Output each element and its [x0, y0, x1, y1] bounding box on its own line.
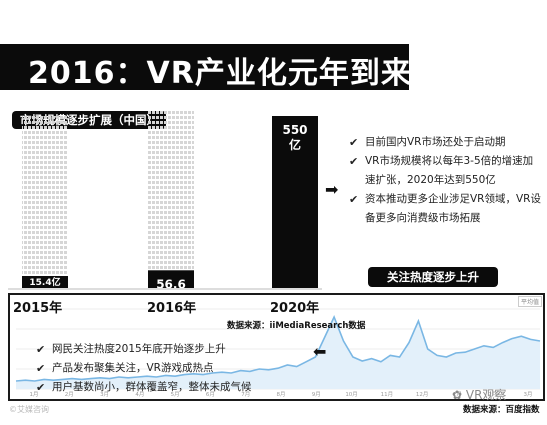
- bar-2020年: [272, 116, 318, 288]
- x-tick-label: 12月: [416, 391, 429, 398]
- heat-label: 关注热度逐步上升: [368, 267, 498, 287]
- bar-value-label: 亿: [289, 137, 301, 152]
- page-title: 2016：VR产业化元年到来: [28, 56, 412, 91]
- x-tick-label: 1月: [30, 391, 39, 398]
- list-item: ✔ 目前国内VR市场还处于启动期: [347, 133, 543, 152]
- baidu-index-panel: 1月 2月 3月 4月 5月 6月 7月 8月 9月 10月 11月 12月 1月 2月 3月: [8, 293, 545, 401]
- list-item: ✔ 用户基数尚小，群体覆盖窄，整体未成气候: [34, 378, 252, 397]
- market-bullets: ✔ 目前国内VR市场还处于启动期 ✔ VR市场规模将以每年3-5倍的增速加速扩张，2…: [347, 133, 543, 228]
- bar-2016年: [148, 270, 194, 288]
- average-legend: 平均值: [518, 296, 543, 307]
- check-icon: ✔: [349, 136, 359, 149]
- year-label-2016: 2016年: [147, 301, 197, 316]
- check-icon: ✔: [36, 343, 46, 356]
- check-icon: ✔: [349, 155, 359, 168]
- x-tick-label: 2月: [65, 391, 74, 398]
- watermark-right: ✿ VR观察: [452, 388, 507, 402]
- x-tick-label: 10月: [345, 391, 358, 398]
- list-item: ✔ 产品发布聚集关注，VR游戏成热点: [34, 359, 252, 378]
- x-tick-label: 3月: [524, 391, 533, 398]
- check-icon: ✔: [349, 193, 359, 206]
- list-item: ✔ 网民关注热度2015年底开始逐步上升: [34, 340, 252, 359]
- list-item: ✔ 资本推动更多企业涉足VR领域，VR设备更多向消费级市场拓展: [347, 190, 543, 228]
- x-tick-label: 8月: [277, 391, 286, 398]
- list-item: ✔ VR市场规模将以每年3-5倍的增速加速扩张，2020年达到550亿: [347, 152, 543, 190]
- x-tick-label: 3月: [100, 391, 109, 398]
- x-tick-label: 6月: [206, 391, 215, 398]
- x-tick-label: 7月: [241, 391, 250, 398]
- check-icon: ✔: [36, 381, 46, 394]
- x-tick-label: 2月: [488, 391, 497, 398]
- baidu-index-line-chart: 1月 2月 3月 4月 5月 6月 7月 8月 9月 10月 11月 12月 1月 2月 3月: [15, 308, 541, 398]
- bar-value-label: 15.4亿: [29, 276, 60, 288]
- check-icon: ✔: [36, 362, 46, 375]
- data-source-label: 数据来源：iiMediaResearch数据: [227, 321, 366, 331]
- bar-background: [148, 111, 194, 288]
- title-bar: [0, 44, 409, 90]
- year-label-2020: 2020年: [270, 301, 320, 316]
- data-source-baidu: 数据来源：百度指数: [463, 405, 540, 415]
- index-area: [16, 317, 540, 389]
- x-tick-label: 9月: [312, 391, 321, 398]
- bar-value-label: 56.6: [156, 277, 186, 291]
- watermark-left: ©艾媒咨询: [9, 405, 49, 414]
- arrow-right-icon: ➡: [325, 180, 339, 199]
- bar-background: [22, 114, 68, 288]
- index-line: [15, 314, 541, 382]
- heat-bullets: ✔ 网民关注热度2015年底开始逐步上升 ✔ 产品发布聚集关注，VR游戏成热点 ✔ 用…: [34, 340, 252, 397]
- arrow-left-icon: ⬅: [313, 342, 327, 361]
- year-label-2015: 2015年: [13, 301, 63, 316]
- bar-value-label: 550: [282, 123, 307, 137]
- bar-2015年: [22, 276, 68, 288]
- x-tick-label: 1月: [453, 391, 462, 398]
- x-tick-label: 5月: [171, 391, 180, 398]
- x-tick-label: 11月: [381, 391, 394, 398]
- x-tick-label: 4月: [135, 391, 144, 398]
